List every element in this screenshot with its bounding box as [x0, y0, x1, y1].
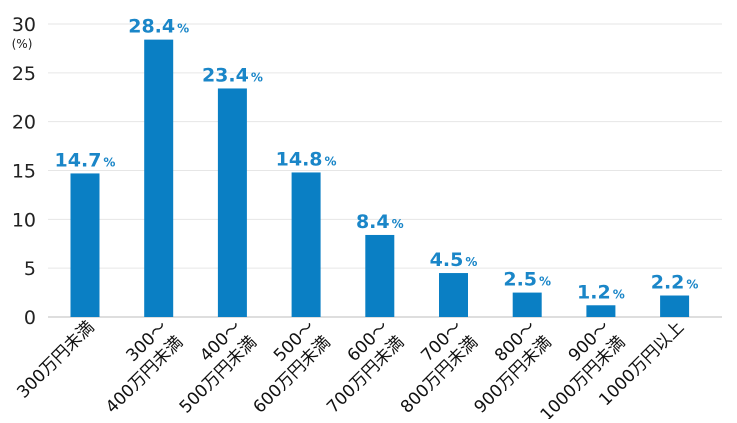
data-label: 23.4%	[202, 64, 263, 86]
data-label: 2.5%	[503, 269, 551, 291]
data-label: 2.2%	[651, 272, 699, 294]
x-axis-category-labels: 300万円未満 300～400万円未満 400～500万円未満 500～600万円未満…	[13, 317, 688, 423]
x-tick-label: 800～900万円未満	[455, 317, 556, 418]
data-label: 4.5%	[430, 249, 478, 271]
data-label: 1.2%	[577, 281, 625, 303]
x-tick-label: 300～400万円未満	[87, 317, 188, 418]
x-tick-label: 300万円未満	[13, 317, 98, 402]
y-tick-label: 15	[12, 161, 36, 183]
y-tick-label: 5	[24, 258, 36, 280]
bar	[217, 88, 247, 318]
bar	[144, 39, 174, 317]
bar	[365, 234, 395, 317]
x-tick-label: 500～600万円未満	[234, 317, 335, 418]
data-label: 28.4%	[128, 16, 189, 38]
bar	[586, 305, 616, 317]
data-label: 14.7%	[55, 149, 116, 171]
y-axis-unit-label: (%)	[12, 37, 33, 51]
x-tick-label: 600～700万円未満	[308, 317, 409, 418]
data-labels: 14.7 % 28.4 % 23.4 % 14.8 % 8.4 % 4.5 % 2.5% 1.2 % 2.2%	[55, 16, 699, 304]
data-label: 14.8%	[276, 148, 337, 170]
x-tick-label: 400～500万円未満	[160, 317, 261, 418]
bars	[70, 39, 690, 318]
y-tick-label: 30	[12, 14, 36, 36]
bar	[70, 173, 100, 317]
bar	[660, 295, 690, 317]
y-tick-label: 25	[12, 63, 36, 85]
y-tick-label: 20	[12, 112, 36, 134]
x-tick-label: 700～800万円未満	[381, 317, 482, 418]
bar	[291, 172, 321, 317]
y-tick-label: 10	[12, 209, 36, 231]
bar	[512, 292, 542, 317]
data-label: 8.4%	[356, 211, 404, 233]
bar	[439, 273, 468, 317]
y-axis-ticks: 0 5 10 15 20 25 30	[12, 14, 36, 329]
y-tick-label: 0	[24, 307, 36, 329]
